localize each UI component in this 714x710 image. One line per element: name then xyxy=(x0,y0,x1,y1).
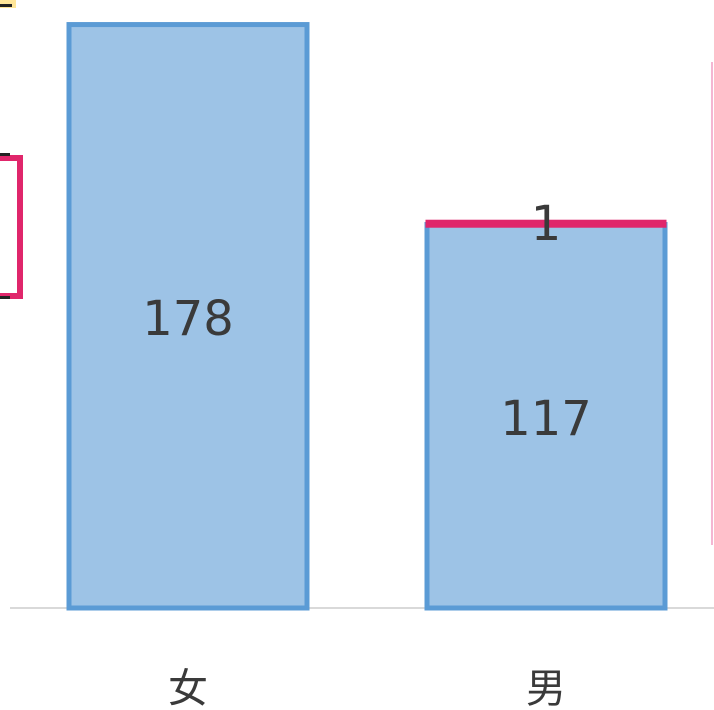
data-label: 117 xyxy=(500,391,592,447)
left-dark-tick xyxy=(0,296,10,299)
left-frame-box xyxy=(0,155,23,299)
bar-女-series-1 xyxy=(66,22,310,611)
left-dark-tick xyxy=(0,4,12,7)
left-dark-tick xyxy=(0,153,10,156)
x-tick-labels-layer: 女男 xyxy=(168,666,566,710)
data-labels-layer: 178 117 1 xyxy=(142,196,592,447)
bars-layer xyxy=(66,22,668,611)
data-label: 178 xyxy=(142,291,234,347)
bar-男-series-1 xyxy=(424,222,668,611)
data-label: 1 xyxy=(531,196,562,252)
x-tick-label: 男 xyxy=(526,666,566,710)
x-tick-label: 女 xyxy=(168,666,208,710)
left-edge-decoration xyxy=(0,0,23,299)
bar-男-series-2 xyxy=(425,219,667,228)
